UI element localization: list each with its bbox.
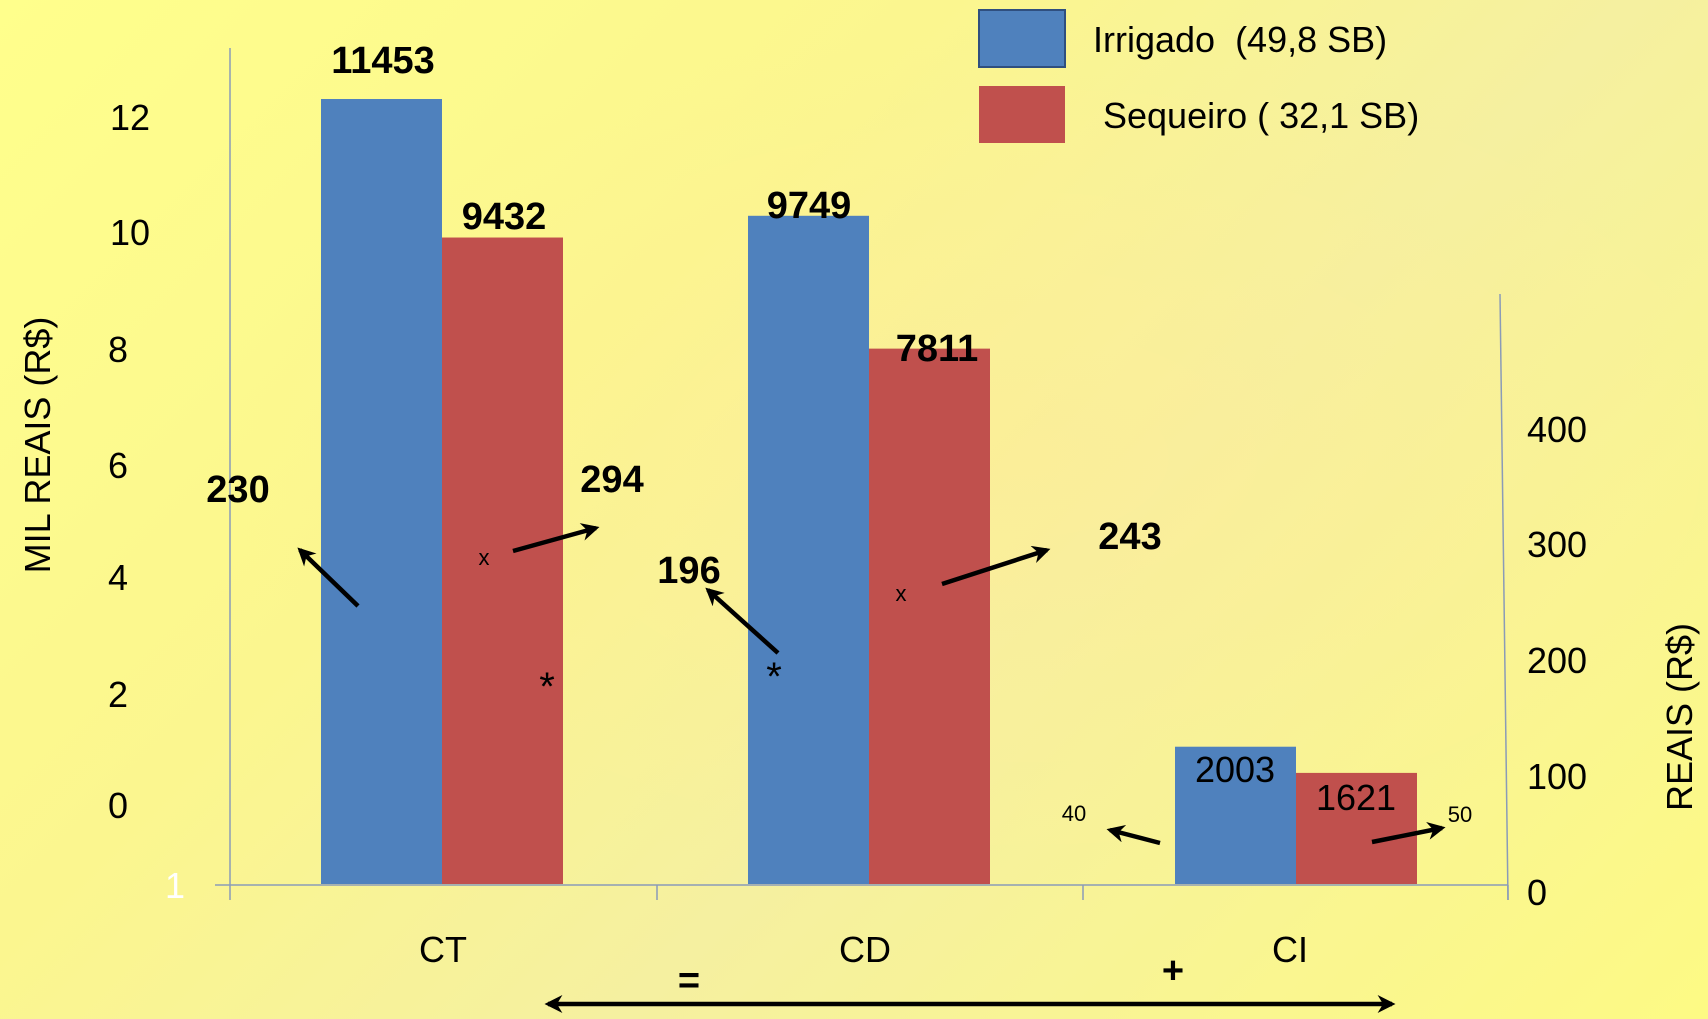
legend-label-sequeiro: Sequeiro ( 32,1 SB) xyxy=(1103,95,1419,136)
bar-value-label: 9432 xyxy=(462,196,547,238)
equals-sign: = xyxy=(678,960,700,1002)
bar-value-label: 7811 xyxy=(896,328,978,370)
legend-swatch-irrigado xyxy=(978,9,1066,68)
plus-sign: + xyxy=(1162,950,1184,992)
y-tick-label: 8 xyxy=(108,329,128,370)
annotation-arrow xyxy=(941,545,1051,587)
bar-value-label: 2003 xyxy=(1195,749,1275,790)
annotation-value: 294 xyxy=(580,459,643,501)
y2-tick-label: 0 xyxy=(1527,872,1547,913)
bar-value-label: 1621 xyxy=(1316,777,1396,818)
y-tick-label: 12 xyxy=(110,97,150,138)
y2-tick-label: 100 xyxy=(1527,756,1587,797)
annotation-value: 196 xyxy=(657,550,720,592)
y-tick-label: 6 xyxy=(108,445,128,486)
bar-ct-series-0 xyxy=(321,99,442,884)
y2-tick-label: 300 xyxy=(1527,524,1587,565)
annotation-arrow xyxy=(1106,824,1161,846)
x-category-label: CD xyxy=(839,929,891,970)
secondary-y-axis-line xyxy=(1499,293,1509,901)
y2-tick-label: 400 xyxy=(1527,409,1587,450)
y2-tick-label: 200 xyxy=(1527,640,1587,681)
annotation-arrow xyxy=(1371,821,1446,845)
marker-x: x xyxy=(896,581,907,606)
annotation-value: 40 xyxy=(1062,801,1086,826)
annotation-arrow xyxy=(705,587,780,655)
bar-ci-series-1 xyxy=(1296,772,1417,884)
y-bottom-tick-label: 1 xyxy=(165,865,185,906)
bar-cd-series-0 xyxy=(748,215,869,885)
annotation-value: 230 xyxy=(206,469,269,511)
annotation-arrow xyxy=(297,547,360,608)
x-category-label: CT xyxy=(419,929,467,970)
bars-group xyxy=(321,99,1417,885)
x-category-label: CI xyxy=(1272,929,1308,970)
annotation-value: 50 xyxy=(1448,802,1472,827)
bar-value-label: 9749 xyxy=(767,185,852,227)
annotation-value: 243 xyxy=(1098,516,1161,558)
y-tick-label: 2 xyxy=(108,674,128,715)
marker-asterisk: * xyxy=(766,655,782,699)
y-tick-label: 4 xyxy=(108,557,128,598)
y-tick-label: 0 xyxy=(108,785,128,826)
marker-asterisk: * xyxy=(539,665,555,709)
annotation-arrow xyxy=(512,523,600,554)
bar-cd-series-1 xyxy=(869,348,990,884)
legend-label-irrigado: Irrigado (49,8 SB) xyxy=(1093,19,1387,60)
y-tick-label: 10 xyxy=(110,212,150,253)
y2-axis-title: REAIS (R$) xyxy=(1659,623,1700,811)
legend-swatch-sequeiro xyxy=(979,86,1065,143)
y-axis-title: MIL REAIS (R$) xyxy=(17,317,58,574)
legend: Irrigado (49,8 SB) Sequeiro ( 32,1 SB) xyxy=(978,9,1419,143)
marker-x: x xyxy=(479,545,490,570)
bar-value-label: 11453 xyxy=(331,40,435,82)
bar-ct-series-1 xyxy=(442,237,563,884)
bar-ci-series-0 xyxy=(1175,746,1296,884)
